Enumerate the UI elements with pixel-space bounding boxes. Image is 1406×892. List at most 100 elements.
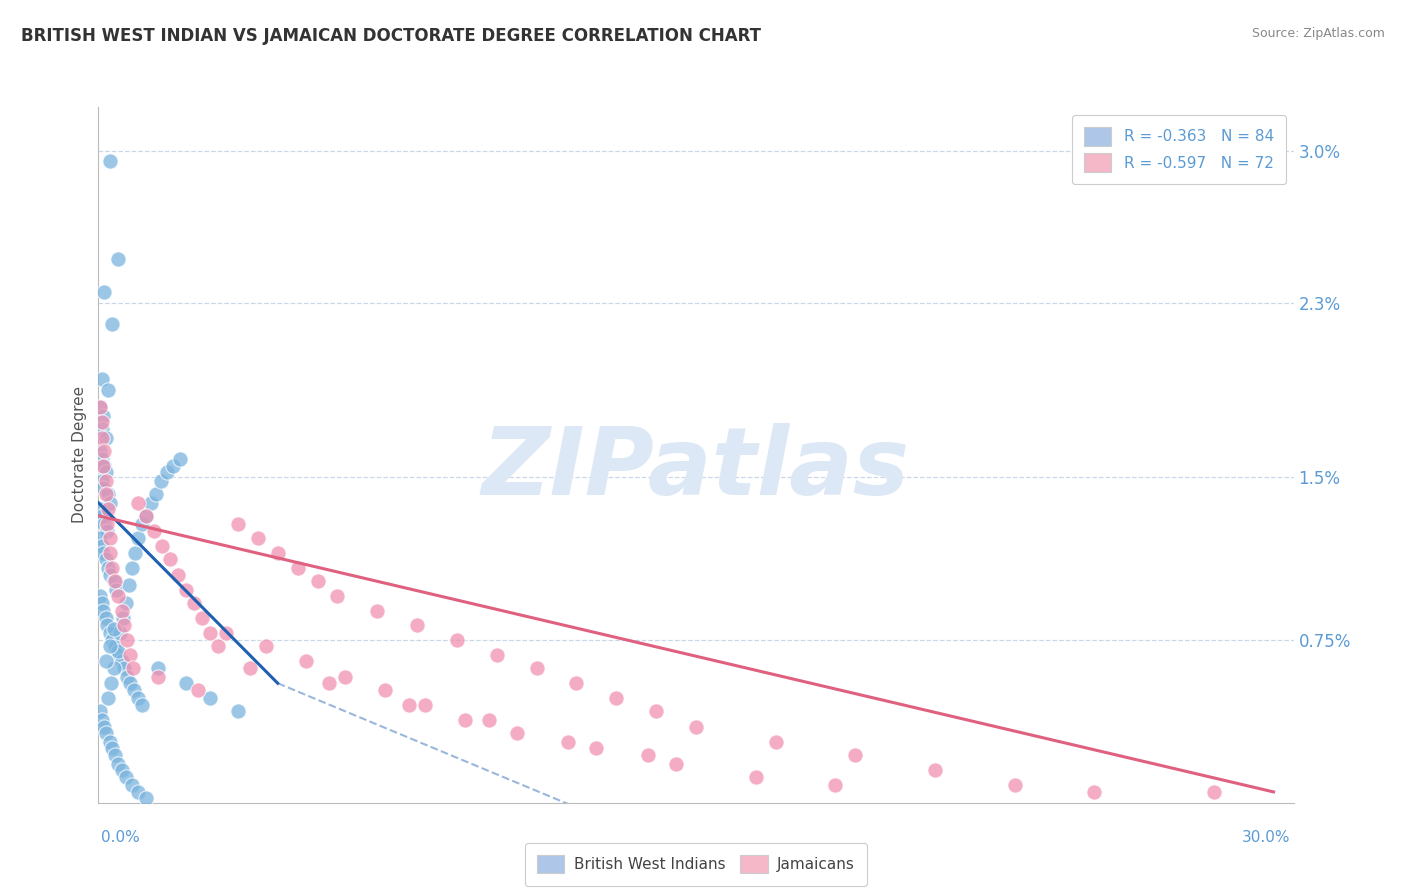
Point [120,676,142,690]
Point [94,552,117,566]
Point [90,474,112,488]
Point [124,546,146,560]
Point [135,508,157,523]
Point [665,756,688,771]
Point [605,691,627,706]
Point [120,648,142,662]
Point [94,611,117,625]
Point [122,661,145,675]
Text: BRITISH WEST INDIAN VS JAMAICAN DOCTORATE DEGREE CORRELATION CHART: BRITISH WEST INDIAN VS JAMAICAN DOCTORAT… [21,27,761,45]
Point [135,508,157,523]
Point [91,409,114,423]
Point [145,487,167,501]
Point [824,778,846,792]
Point [1202,785,1225,799]
Point [91,546,114,560]
Point [506,726,529,740]
Point [96,726,118,740]
Point [198,691,221,706]
Point [187,682,209,697]
Point [101,561,124,575]
Point [101,318,124,332]
Point [131,517,153,532]
Point [103,661,125,675]
Point [104,639,127,653]
Point [121,561,143,575]
Point [107,756,129,771]
Point [110,626,132,640]
Point [98,531,122,545]
Point [446,632,468,647]
Point [91,481,114,495]
Point [94,655,117,669]
Point [191,611,214,625]
Point [90,596,112,610]
Point [89,531,111,545]
Point [239,661,262,675]
Point [93,458,115,473]
Point [89,502,111,516]
Point [174,582,197,597]
Point [107,589,129,603]
Point [398,698,420,712]
Point [115,670,138,684]
Point [96,466,118,480]
Point [162,458,184,473]
Point [97,487,120,501]
Point [89,589,111,603]
Point [685,720,707,734]
Point [98,626,121,640]
Point [246,531,269,545]
Point [1083,785,1105,799]
Point [127,785,149,799]
Point [127,691,149,706]
Point [96,524,118,538]
Point [118,578,141,592]
Point [89,400,111,414]
Point [100,676,122,690]
Point [226,705,249,719]
Point [97,561,120,575]
Point [127,531,149,545]
Point [91,452,114,467]
Point [454,713,477,727]
Point [121,778,143,792]
Point [557,735,579,749]
Point [139,496,162,510]
Point [104,747,127,762]
Point [96,617,118,632]
Point [98,639,121,653]
Point [124,682,146,697]
Point [150,539,173,553]
Point [110,605,132,619]
Point [94,487,117,501]
Point [101,741,124,756]
Point [93,443,115,458]
Text: 30.0%: 30.0% [1243,830,1291,845]
Point [90,372,112,386]
Point [97,502,120,516]
Point [478,713,501,727]
Point [103,622,125,636]
Point [148,670,170,684]
Point [198,626,221,640]
Point [1004,778,1026,792]
Point [637,747,659,762]
Point [127,496,149,510]
Point [267,546,290,560]
Point [207,639,229,653]
Point [335,670,357,684]
Point [326,589,349,603]
Point [105,582,128,597]
Point [254,639,277,653]
Point [115,596,138,610]
Point [366,605,388,619]
Point [91,415,114,429]
Point [103,574,125,588]
Point [98,567,122,582]
Point [91,605,114,619]
Point [183,596,205,610]
Point [101,632,124,647]
Point [98,154,122,169]
Point [413,698,436,712]
